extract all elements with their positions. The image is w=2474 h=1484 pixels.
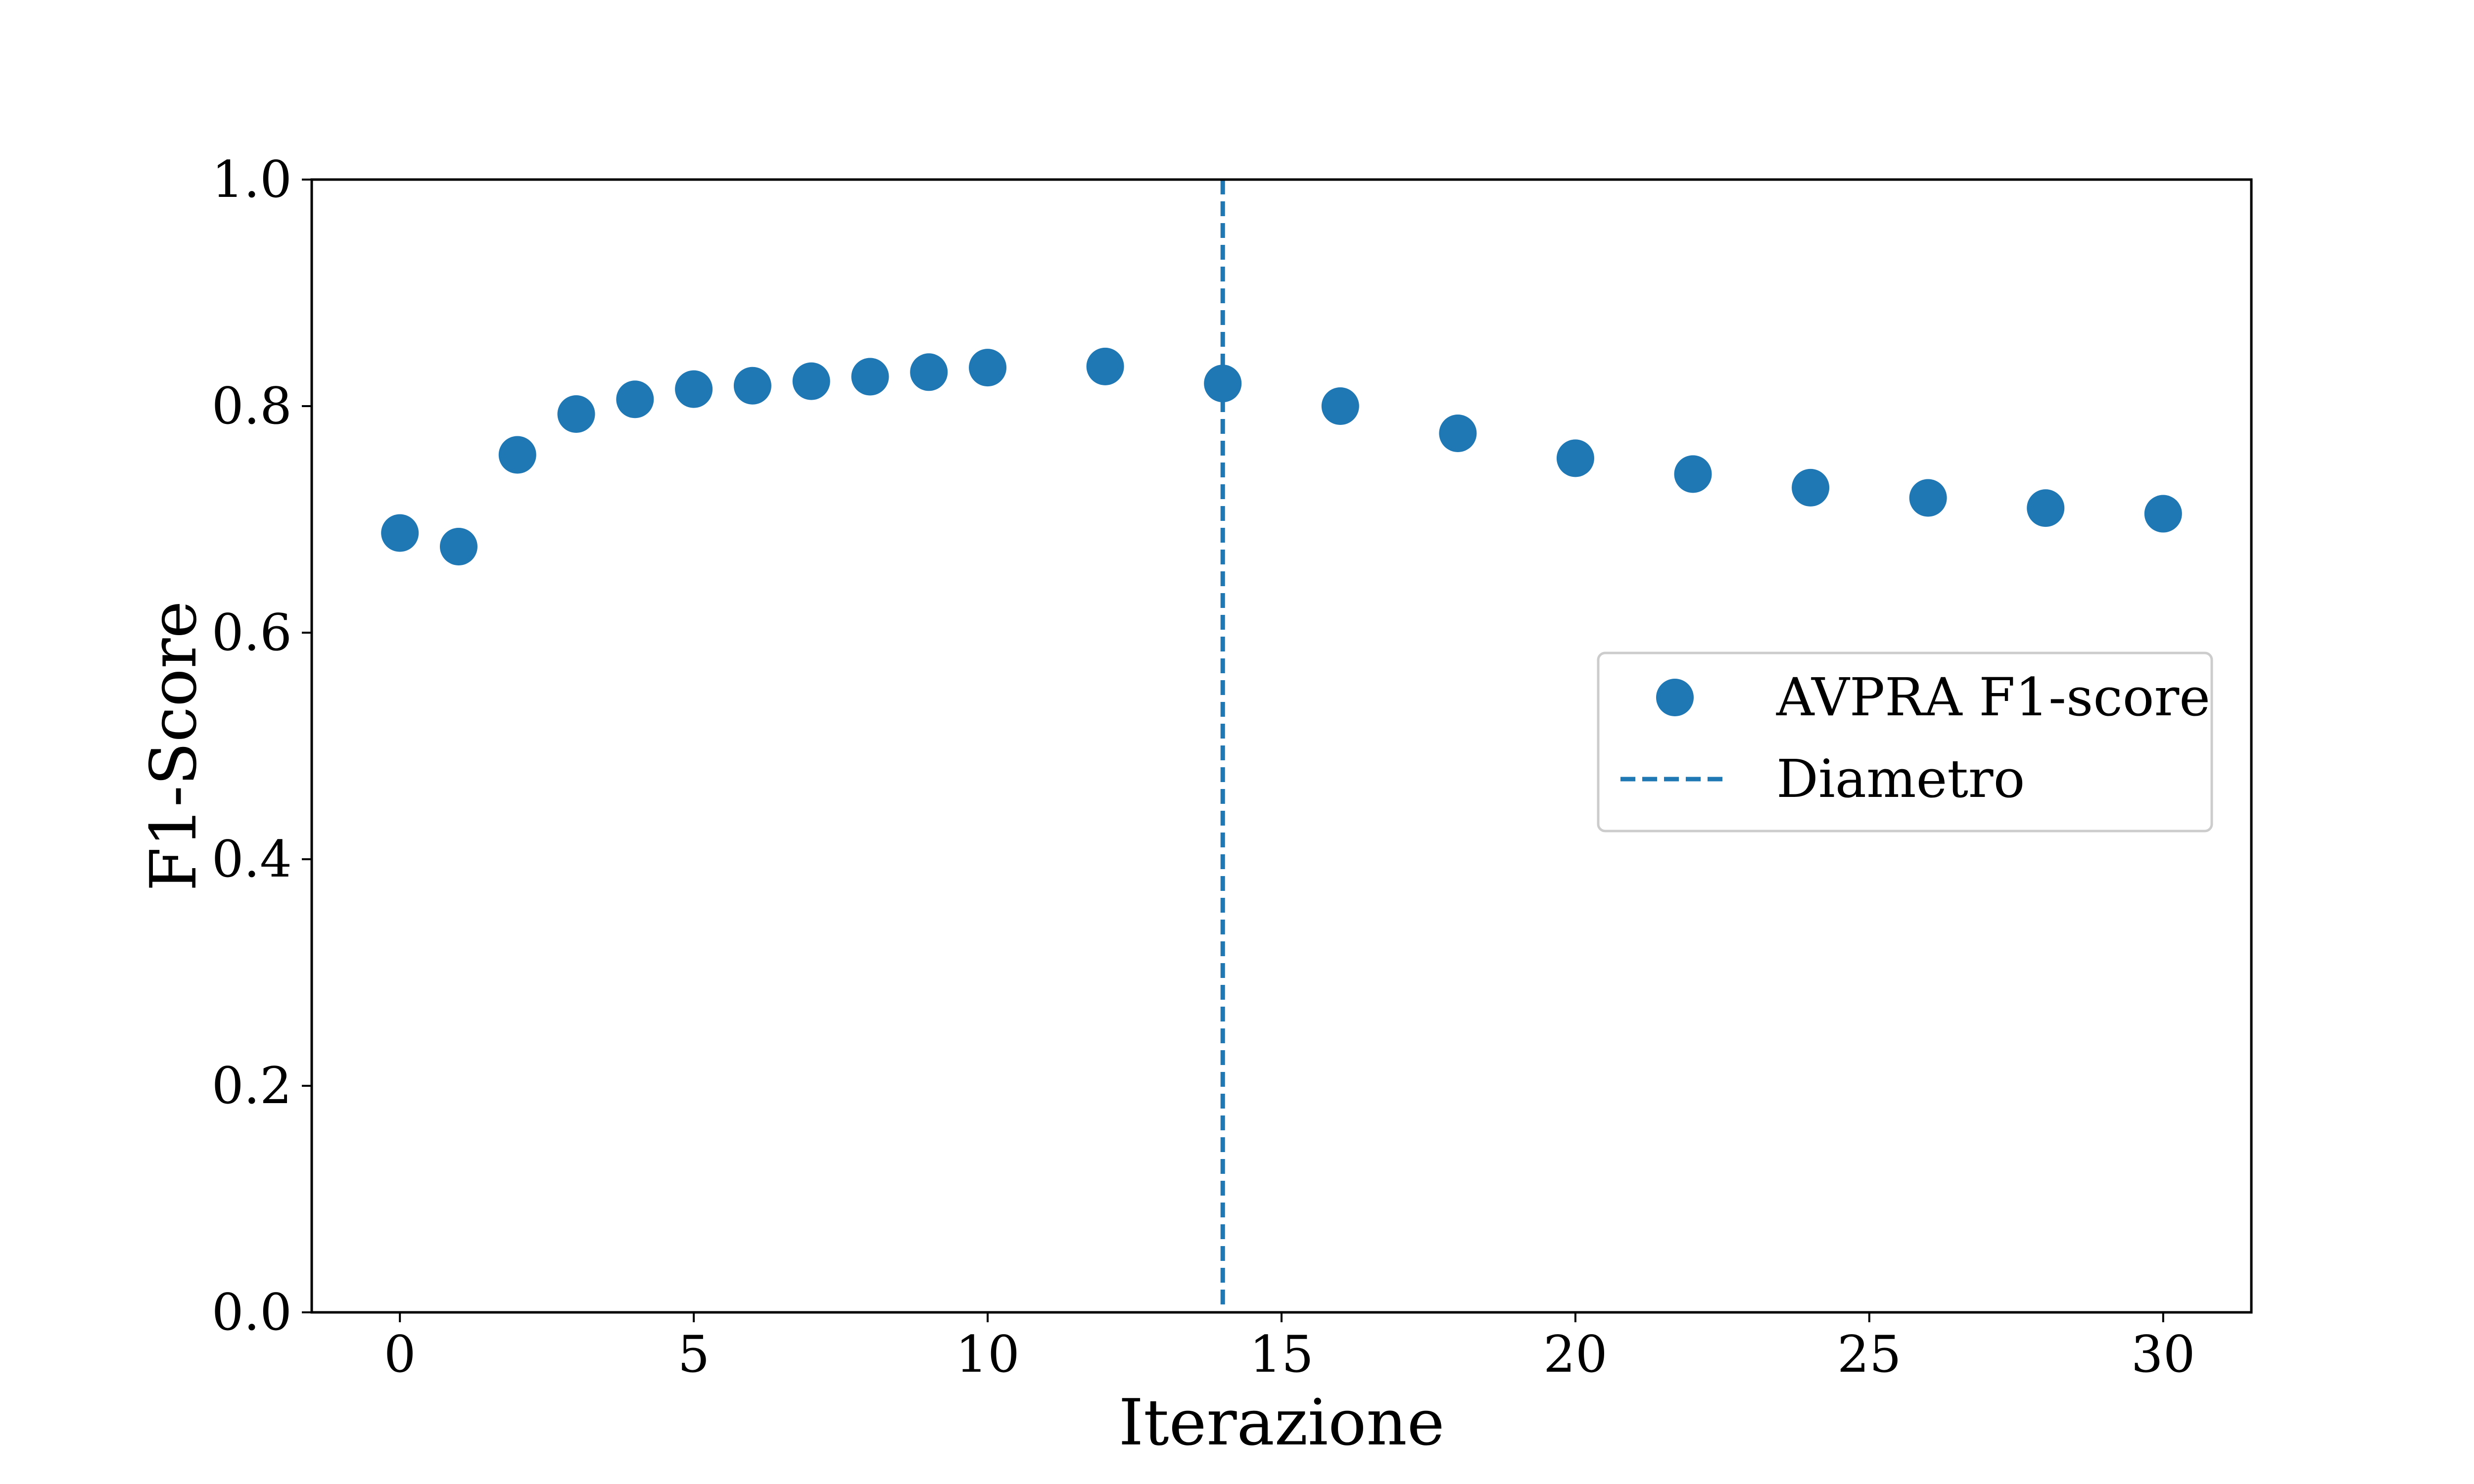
data-point xyxy=(2027,489,2065,527)
data-point xyxy=(1086,347,1124,385)
data-point xyxy=(2144,495,2182,533)
data-point xyxy=(1321,387,1359,425)
data-point xyxy=(1439,414,1477,452)
plot-area xyxy=(381,180,2182,1312)
data-point xyxy=(1204,365,1242,403)
data-point xyxy=(910,353,948,391)
x-tick-label: 10 xyxy=(955,1325,1020,1384)
x-axis-label: Iterazione xyxy=(1119,1386,1445,1460)
y-tick-label: 0.2 xyxy=(212,1057,292,1115)
x-tick-label: 25 xyxy=(1837,1325,1902,1384)
y-axis-label: F1-Score xyxy=(137,601,211,891)
ticks: 0 5 10 15 20 25 30 0.0 0.2 0.4 0.6 0.8 1.0 xyxy=(212,150,2195,1384)
data-point xyxy=(792,362,830,400)
y-tick-label: 1.0 xyxy=(212,150,292,209)
data-point xyxy=(616,380,654,418)
y-tick-label: 0.0 xyxy=(212,1283,292,1342)
legend-box xyxy=(1597,651,2213,833)
data-point xyxy=(851,358,889,396)
x-tick-label: 5 xyxy=(678,1325,710,1384)
data-point xyxy=(498,436,536,474)
data-point xyxy=(1556,439,1594,477)
y-tick-label: 0.4 xyxy=(212,830,292,889)
data-point xyxy=(733,367,771,405)
legend-label-diametro: Diametro xyxy=(1776,748,2025,809)
x-tick-label: 0 xyxy=(384,1325,416,1384)
data-point xyxy=(1909,479,1947,517)
axes-frame xyxy=(310,178,2253,1314)
x-tick-label: 20 xyxy=(1543,1325,1608,1384)
data-point xyxy=(969,349,1007,387)
x-tick-label: 15 xyxy=(1249,1325,1314,1384)
y-tick-label: 0.6 xyxy=(212,603,292,662)
data-point xyxy=(675,370,713,408)
data-point xyxy=(439,527,477,565)
data-point xyxy=(557,395,595,433)
legend-marker-avpra xyxy=(1656,679,1694,716)
x-tick-label: 30 xyxy=(2131,1325,2195,1384)
data-point xyxy=(381,514,419,552)
data-point xyxy=(1674,455,1712,493)
y-tick-label: 0.8 xyxy=(212,377,292,436)
data-point xyxy=(1792,468,1830,507)
legend: AVPRA F1-score Diametro xyxy=(1597,651,2213,833)
legend-label-avpra: AVPRA F1-score xyxy=(1776,667,2210,728)
